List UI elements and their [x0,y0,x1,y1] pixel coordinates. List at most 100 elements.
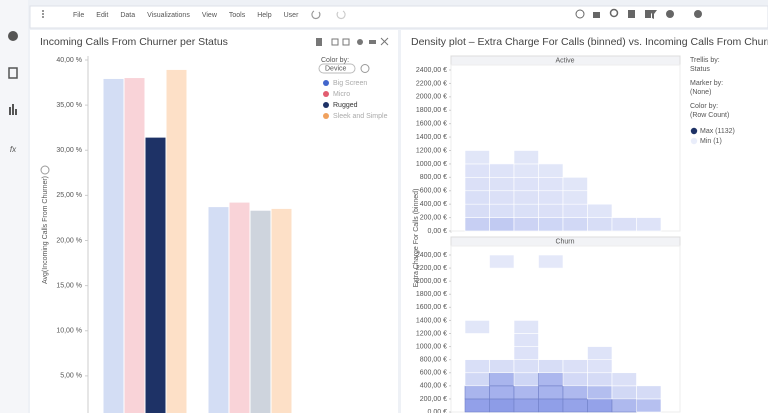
density-cell[interactable] [513,372,539,387]
density-cell[interactable] [587,372,613,387]
density-cell[interactable] [489,398,515,413]
y-tick-label: 1600,00 € [416,304,447,311]
density-cell[interactable] [611,398,637,413]
density-cell[interactable] [587,217,613,232]
density-cell[interactable] [464,372,490,387]
density-cell[interactable] [562,190,588,205]
density-cell[interactable] [636,217,662,232]
density-cell[interactable] [562,359,588,374]
menu-item[interactable]: Tools [229,12,246,19]
y-tick-label: 800,00 € [420,357,447,364]
density-cell[interactable] [464,177,490,192]
legend-entry[interactable]: Sleek and Simple [333,113,388,120]
density-cell[interactable] [464,150,490,165]
density-cell[interactable] [489,203,515,218]
density-cell[interactable] [489,385,515,400]
density-cell[interactable] [587,203,613,218]
density-cell[interactable] [464,359,490,374]
density-cell[interactable] [611,385,637,400]
density-cell[interactable] [587,385,613,400]
menu-item[interactable]: User [284,12,299,19]
menu-item[interactable]: View [202,12,218,19]
density-cell[interactable] [538,163,564,178]
bar[interactable] [250,210,271,413]
density-cell[interactable] [513,217,539,232]
density-cell[interactable] [513,177,539,192]
density-cell[interactable] [562,177,588,192]
legend-entry[interactable]: Rugged [333,102,358,109]
legend-add[interactable] [360,64,370,73]
density-cell[interactable] [464,217,490,232]
y-tick-label: 2000,00 € [416,278,447,285]
menu-item[interactable]: Help [257,12,272,19]
density-cell[interactable] [489,163,515,178]
density-cell[interactable] [636,398,662,413]
density-cell[interactable] [489,217,515,232]
density-cell[interactable] [489,372,515,387]
density-cell[interactable] [489,254,515,269]
density-cell[interactable] [562,385,588,400]
density-cell[interactable] [538,177,564,192]
legend-entry[interactable]: Big Screen [333,80,367,87]
density-cell[interactable] [513,333,539,347]
bar[interactable] [166,69,187,413]
density-cell[interactable] [587,398,613,413]
density-cell[interactable] [464,163,490,178]
density-cell[interactable] [538,203,564,218]
density-cell[interactable] [489,190,515,205]
menu-item[interactable]: File [73,12,84,19]
bar[interactable] [124,78,145,413]
density-cell[interactable] [513,346,539,360]
density-cell[interactable] [562,203,588,218]
density-cell[interactable] [513,163,539,178]
legend-selector-text[interactable]: Device [325,65,347,72]
legend-selector[interactable] [318,63,356,74]
density-cell[interactable] [562,217,588,232]
density-cell[interactable] [538,398,564,413]
panel-icons[interactable] [316,37,389,46]
legend-swatch [323,91,329,97]
density-cell[interactable] [464,398,490,413]
bar[interactable] [229,202,250,413]
density-cell[interactable] [489,177,515,192]
density-cell[interactable] [538,359,564,374]
density-cell[interactable] [636,385,662,400]
menu-item[interactable]: Data [120,12,135,19]
density-cell[interactable] [513,203,539,218]
density-cell[interactable] [538,190,564,205]
density-cell[interactable] [611,217,637,232]
bar[interactable] [145,137,166,413]
bar[interactable] [103,78,124,413]
density-cell[interactable] [464,320,490,334]
density-cell[interactable] [587,346,613,360]
toolbar-icons[interactable] [575,8,702,20]
axis-button[interactable] [40,165,50,175]
density-cell[interactable] [513,150,539,165]
density-cell[interactable] [513,359,539,374]
y-tick-label: 30,00 % [56,147,82,154]
density-cell[interactable] [464,190,490,205]
undo-redo[interactable] [311,10,346,20]
menu-item[interactable]: Edit [96,12,108,19]
density-cell[interactable] [513,398,539,413]
density-cell[interactable] [538,385,564,400]
menu-item[interactable]: Visualizations [147,12,190,19]
density-cell[interactable] [562,372,588,387]
density-cell[interactable] [513,385,539,400]
bar[interactable] [271,208,292,413]
density-cell[interactable] [513,190,539,205]
density-cell[interactable] [538,372,564,387]
density-cell[interactable] [587,359,613,374]
density-cell[interactable] [489,359,515,374]
sidebar-icons[interactable]: fx [8,31,18,154]
density-cell[interactable] [538,254,564,269]
legend-entry[interactable]: Micro [333,91,350,98]
density-cell[interactable] [611,372,637,387]
density-cell[interactable] [513,320,539,334]
density-cell[interactable] [464,385,490,400]
density-cell[interactable] [538,217,564,232]
bar[interactable] [208,207,229,413]
density-cell[interactable] [562,398,588,413]
density-cell[interactable] [464,203,490,218]
